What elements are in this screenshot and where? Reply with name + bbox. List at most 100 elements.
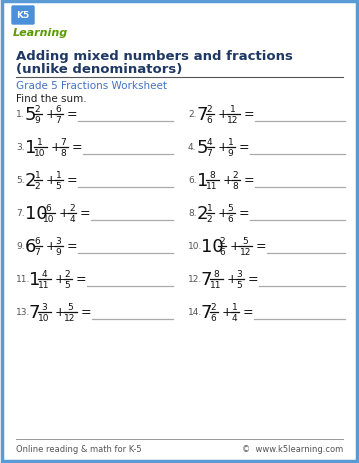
Text: 10: 10 xyxy=(34,149,46,158)
Text: 10: 10 xyxy=(38,313,50,322)
Text: 1: 1 xyxy=(56,171,61,180)
Text: 8: 8 xyxy=(61,149,66,158)
Text: =: = xyxy=(242,306,253,319)
Text: 10: 10 xyxy=(201,238,224,256)
Text: 1: 1 xyxy=(25,139,36,156)
Text: 7: 7 xyxy=(197,106,209,124)
Text: ©  www.k5learning.com: © www.k5learning.com xyxy=(242,444,343,454)
Text: 1: 1 xyxy=(37,138,43,147)
Text: =: = xyxy=(71,141,82,154)
Text: 12.: 12. xyxy=(188,275,202,283)
Text: 3: 3 xyxy=(56,237,61,245)
Text: 11: 11 xyxy=(38,281,50,289)
Text: 5: 5 xyxy=(56,181,61,191)
Text: =: = xyxy=(66,174,77,187)
Text: 11.: 11. xyxy=(16,275,31,283)
Text: 1.: 1. xyxy=(16,110,25,119)
Text: =: = xyxy=(238,141,249,154)
Text: 5: 5 xyxy=(243,237,248,245)
Text: 1: 1 xyxy=(34,171,40,180)
Text: 2: 2 xyxy=(69,204,75,213)
Text: 2: 2 xyxy=(65,269,70,278)
Text: 6: 6 xyxy=(219,247,225,257)
FancyBboxPatch shape xyxy=(12,7,34,25)
Text: =: = xyxy=(243,108,254,121)
Text: =: = xyxy=(66,108,77,121)
Text: 4: 4 xyxy=(41,269,47,278)
Text: 12: 12 xyxy=(64,313,76,322)
Text: Grade 5 Fractions Worksheet: Grade 5 Fractions Worksheet xyxy=(16,81,167,91)
Text: Online reading & math for K-5: Online reading & math for K-5 xyxy=(16,444,141,454)
Text: 7: 7 xyxy=(207,149,213,158)
Text: 1: 1 xyxy=(207,204,213,213)
Text: 8: 8 xyxy=(213,269,219,278)
Text: 3.: 3. xyxy=(16,143,25,152)
Text: 7: 7 xyxy=(61,138,66,147)
Text: =: = xyxy=(80,306,91,319)
Text: 12: 12 xyxy=(227,116,239,125)
Text: 3: 3 xyxy=(237,269,242,278)
Text: 2: 2 xyxy=(219,237,225,245)
Text: 11: 11 xyxy=(206,181,218,191)
Text: 7: 7 xyxy=(201,270,213,288)
Text: 2: 2 xyxy=(211,302,216,311)
Text: Learning: Learning xyxy=(13,28,68,38)
Text: +: + xyxy=(218,141,228,154)
Text: 5: 5 xyxy=(65,281,70,289)
Text: 1: 1 xyxy=(29,270,40,288)
Text: =: = xyxy=(256,240,267,253)
Text: 1: 1 xyxy=(230,105,236,114)
Text: 4: 4 xyxy=(207,138,212,147)
Text: 2: 2 xyxy=(207,214,212,224)
Text: 10: 10 xyxy=(43,214,54,224)
Text: 9: 9 xyxy=(56,247,61,257)
Text: 5: 5 xyxy=(197,139,209,156)
Text: 9: 9 xyxy=(34,116,40,125)
Text: 2: 2 xyxy=(35,181,40,191)
Text: 2: 2 xyxy=(197,205,209,223)
Text: +: + xyxy=(55,306,65,319)
Text: 2.: 2. xyxy=(188,110,196,119)
Text: 5: 5 xyxy=(67,302,73,311)
Text: 7: 7 xyxy=(201,303,213,321)
Text: =: = xyxy=(247,273,258,286)
Text: 4: 4 xyxy=(232,313,237,322)
Text: +: + xyxy=(46,174,56,187)
Text: 6: 6 xyxy=(228,214,233,224)
Text: 7: 7 xyxy=(34,247,40,257)
Text: 11: 11 xyxy=(210,281,222,289)
Text: 7.: 7. xyxy=(16,208,25,218)
Text: 5.: 5. xyxy=(16,175,25,185)
Text: +: + xyxy=(55,273,65,286)
Text: 10: 10 xyxy=(25,205,48,223)
Text: 8: 8 xyxy=(209,171,215,180)
Text: 7: 7 xyxy=(56,116,61,125)
Text: 2: 2 xyxy=(25,172,37,189)
Text: 6: 6 xyxy=(46,204,51,213)
Text: 5: 5 xyxy=(25,106,37,124)
Text: 1: 1 xyxy=(228,138,233,147)
Text: =: = xyxy=(80,207,90,220)
Text: 2: 2 xyxy=(207,105,212,114)
Text: 2: 2 xyxy=(35,105,40,114)
Text: 4.: 4. xyxy=(188,143,196,152)
Text: 9.: 9. xyxy=(16,242,25,250)
Text: 6.: 6. xyxy=(188,175,197,185)
Text: +: + xyxy=(222,306,232,319)
Text: 8.: 8. xyxy=(188,208,197,218)
Text: 13.: 13. xyxy=(16,307,31,316)
Text: 6: 6 xyxy=(207,116,213,125)
Text: 12: 12 xyxy=(240,247,251,257)
Text: 10.: 10. xyxy=(188,242,202,250)
Text: 6: 6 xyxy=(56,105,61,114)
Text: +: + xyxy=(59,207,70,220)
Text: 6: 6 xyxy=(211,313,216,322)
Text: Find the sum.: Find the sum. xyxy=(16,94,87,104)
Text: 6: 6 xyxy=(25,238,36,256)
Text: 2: 2 xyxy=(233,171,238,180)
Text: =: = xyxy=(238,207,249,220)
Text: +: + xyxy=(46,240,56,253)
Text: 8: 8 xyxy=(233,181,238,191)
Text: +: + xyxy=(46,108,56,121)
Text: 9: 9 xyxy=(228,149,233,158)
